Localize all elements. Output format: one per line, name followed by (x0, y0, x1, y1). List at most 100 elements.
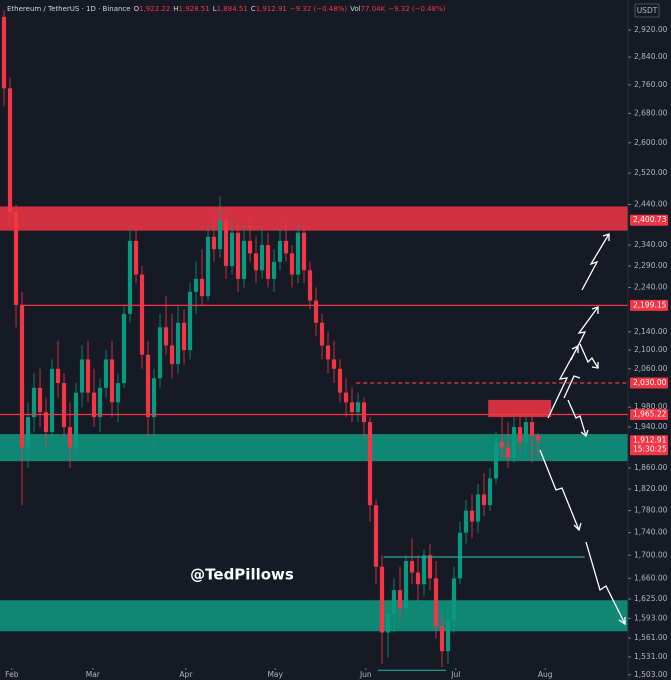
currency-box[interactable] (634, 3, 660, 18)
x-tick-label: Mar (86, 670, 101, 679)
arrow-head (591, 362, 599, 369)
y-tick-label: 1,780.00 (634, 506, 668, 515)
candle-body (517, 427, 523, 443)
candle-body (265, 245, 271, 279)
candle-body (445, 620, 451, 652)
candle-body (367, 422, 373, 506)
zone (0, 434, 628, 462)
ohlc-value: 1,922.22 (139, 5, 170, 13)
candle-body (121, 313, 127, 384)
candle-body (511, 427, 517, 458)
candle-body (145, 354, 151, 418)
candle-body (235, 232, 241, 279)
candle-body (169, 345, 175, 365)
arrow (539, 449, 580, 531)
candle-body (151, 378, 157, 418)
y-tick-label: 1,561.00 (634, 633, 668, 642)
candle-body (205, 236, 211, 297)
y-axis-bg (628, 0, 671, 680)
price-label-box (630, 435, 668, 456)
candle-body (163, 327, 169, 346)
y-tick-label: 2,060.00 (634, 364, 668, 373)
candle-body (13, 212, 19, 305)
candle-body (73, 392, 79, 448)
candle-body (115, 383, 121, 403)
y-tick-label: 2,680.00 (634, 108, 668, 117)
candle-body (337, 368, 343, 393)
watermark: @TedPillows (190, 566, 294, 584)
candle-body (259, 245, 265, 271)
candle-body (211, 236, 217, 250)
candle-body (109, 359, 115, 403)
candle-body (451, 578, 457, 621)
x-tick-label: Jun (359, 670, 372, 679)
vol-key: Vol (350, 5, 361, 13)
arrow (585, 541, 626, 625)
candle-body (397, 590, 403, 609)
candle-body (421, 555, 427, 585)
ohlc-key: L (213, 5, 217, 13)
candle-body (247, 240, 253, 254)
candle-body (157, 327, 163, 379)
change: −9.32 (−0.48%) (290, 5, 348, 13)
ohlc-value: 1,928.51 (179, 5, 210, 13)
candle-body (499, 442, 505, 448)
vol: 77.04K (361, 5, 386, 13)
y-tick-label: 2,340.00 (634, 240, 668, 249)
y-tick-label: 1,980.00 (634, 402, 668, 411)
candle-body (439, 626, 445, 652)
ohlc-value: 1,884.51 (217, 5, 248, 13)
candle-body (385, 614, 391, 633)
y-tick-label: 2,840.00 (634, 52, 668, 61)
candle-body (175, 322, 181, 365)
ohlc-key: H (173, 5, 178, 13)
header: Ethereum / TetherUS · 1D · Binance O1,922… (7, 5, 446, 13)
vol-change: −9.32 (−0.48%) (388, 5, 446, 13)
candle-body (433, 578, 439, 627)
y-tick-label: 1,940.00 (634, 422, 668, 431)
y-tick-label: 2,920.00 (634, 25, 668, 34)
candle-body (481, 494, 487, 506)
candle-body (427, 555, 433, 579)
y-tick-label: 1,820.00 (634, 484, 668, 493)
candle-body (91, 392, 97, 418)
symbol: Ethereum / TetherUS · 1D · Binance (7, 5, 131, 13)
candle-body (253, 253, 259, 271)
y-tick-label: 2,600.00 (634, 138, 668, 147)
arrow-head (618, 617, 626, 626)
x-tick-label: May (267, 670, 283, 679)
candle-body (217, 220, 223, 250)
candle-body (241, 240, 247, 279)
price-label-box (630, 214, 668, 226)
candle-body (535, 435, 541, 441)
candle-body (31, 387, 37, 418)
arrow (563, 375, 581, 399)
candle-body (523, 422, 529, 443)
price-label: 2,400.73 (633, 215, 667, 224)
price-label: 1,965.22 (633, 410, 667, 419)
ohlc-key: C (251, 5, 256, 13)
price-label: 1,912.91 (633, 436, 667, 445)
candle-body (415, 572, 421, 585)
candle-body (37, 387, 43, 413)
candle-body (493, 442, 499, 479)
candle-body (271, 261, 277, 279)
y-tick-label: 2,520.00 (634, 168, 668, 177)
candle-body (229, 232, 235, 267)
candle-body (463, 510, 469, 533)
zone (0, 206, 628, 231)
candle-body (277, 240, 283, 262)
y-tick-label: 2,240.00 (634, 282, 668, 291)
y-tick-label: 2,140.00 (634, 327, 668, 336)
y-tick-label: 2,100.00 (634, 345, 668, 354)
candle-body (355, 402, 361, 413)
price-label-box (630, 377, 668, 389)
candle-body (97, 387, 103, 418)
arrow (547, 345, 579, 419)
candle-body (193, 278, 199, 292)
candle-body (55, 368, 61, 384)
